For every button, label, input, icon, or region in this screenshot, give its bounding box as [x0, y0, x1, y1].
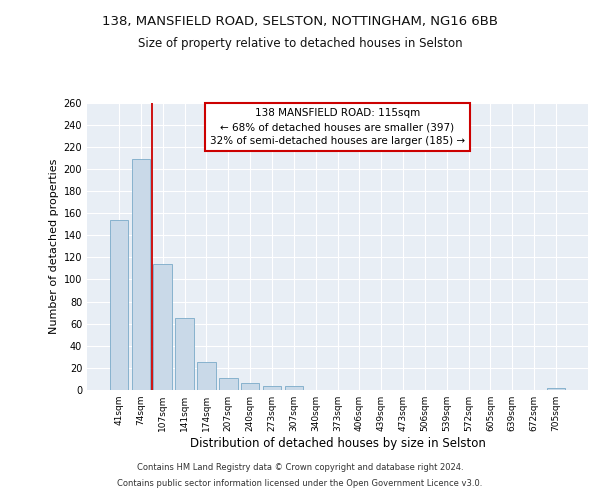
Bar	[110, 220, 128, 390]
Bar	[154, 264, 172, 390]
Bar	[241, 384, 259, 390]
Bar	[131, 159, 150, 390]
Text: Contains public sector information licensed under the Open Government Licence v3: Contains public sector information licen…	[118, 478, 482, 488]
Text: Size of property relative to detached houses in Selston: Size of property relative to detached ho…	[137, 38, 463, 51]
Bar	[547, 388, 565, 390]
Text: 138, MANSFIELD ROAD, SELSTON, NOTTINGHAM, NG16 6BB: 138, MANSFIELD ROAD, SELSTON, NOTTINGHAM…	[102, 15, 498, 28]
Text: 138 MANSFIELD ROAD: 115sqm
← 68% of detached houses are smaller (397)
32% of sem: 138 MANSFIELD ROAD: 115sqm ← 68% of deta…	[210, 108, 465, 146]
Y-axis label: Number of detached properties: Number of detached properties	[49, 158, 59, 334]
Bar	[219, 378, 238, 390]
Bar	[175, 318, 194, 390]
Text: Contains HM Land Registry data © Crown copyright and database right 2024.: Contains HM Land Registry data © Crown c…	[137, 464, 463, 472]
Bar	[197, 362, 216, 390]
X-axis label: Distribution of detached houses by size in Selston: Distribution of detached houses by size …	[190, 437, 485, 450]
Bar	[263, 386, 281, 390]
Bar	[284, 386, 303, 390]
